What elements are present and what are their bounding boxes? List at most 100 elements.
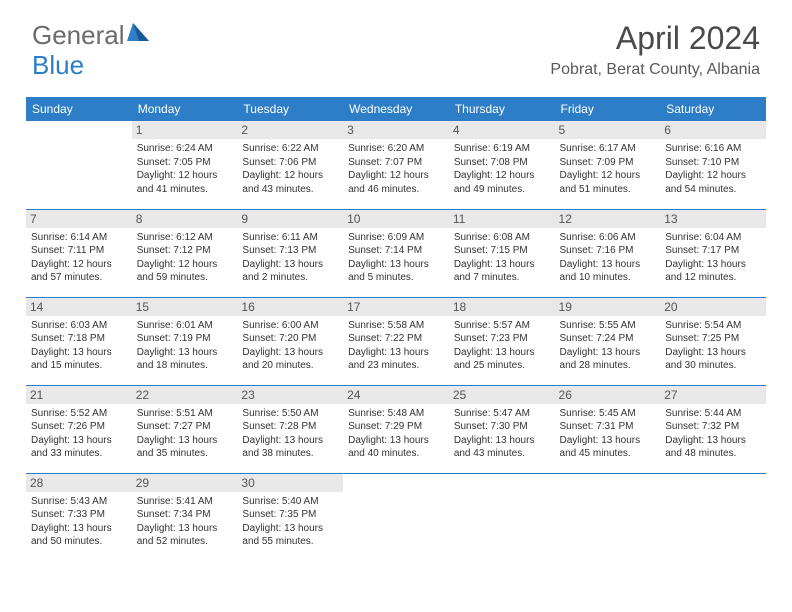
logo-text-general: General	[32, 20, 125, 51]
daylight-text-1: Daylight: 13 hours	[31, 346, 127, 360]
daylight-text-2: and 7 minutes.	[454, 271, 550, 285]
calendar-cell: 25Sunrise: 5:47 AMSunset: 7:30 PMDayligh…	[449, 385, 555, 473]
logo: General	[32, 20, 151, 51]
sunrise-text: Sunrise: 6:16 AM	[665, 142, 761, 156]
sunrise-text: Sunrise: 5:41 AM	[137, 495, 233, 509]
sunrise-text: Sunrise: 6:14 AM	[31, 231, 127, 245]
daylight-text-2: and 35 minutes.	[137, 447, 233, 461]
calendar-cell: 9Sunrise: 6:11 AMSunset: 7:13 PMDaylight…	[237, 209, 343, 297]
daylight-text-1: Daylight: 13 hours	[31, 434, 127, 448]
sunset-text: Sunset: 7:23 PM	[454, 332, 550, 346]
day-number: 15	[132, 298, 238, 316]
header: General April 2024 Pobrat, Berat County,…	[0, 0, 792, 87]
daylight-text-2: and 50 minutes.	[31, 535, 127, 549]
day-number: 14	[26, 298, 132, 316]
daylight-text-2: and 55 minutes.	[242, 535, 338, 549]
day-number: 4	[449, 121, 555, 139]
sunset-text: Sunset: 7:08 PM	[454, 156, 550, 170]
day-number: 20	[660, 298, 766, 316]
daylight-text-2: and 5 minutes.	[348, 271, 444, 285]
dayheader-mon: Monday	[132, 97, 238, 121]
sunrise-text: Sunrise: 5:44 AM	[665, 407, 761, 421]
sunrise-text: Sunrise: 6:24 AM	[137, 142, 233, 156]
sunrise-text: Sunrise: 6:04 AM	[665, 231, 761, 245]
daylight-text-1: Daylight: 13 hours	[242, 346, 338, 360]
sunset-text: Sunset: 7:31 PM	[560, 420, 656, 434]
calendar-week-row: 28Sunrise: 5:43 AMSunset: 7:33 PMDayligh…	[26, 473, 766, 561]
sunset-text: Sunset: 7:10 PM	[665, 156, 761, 170]
daylight-text-1: Daylight: 13 hours	[31, 522, 127, 536]
day-number: 11	[449, 210, 555, 228]
daylight-text-2: and 2 minutes.	[242, 271, 338, 285]
sunset-text: Sunset: 7:11 PM	[31, 244, 127, 258]
day-number: 1	[132, 121, 238, 139]
day-header-row: Sunday Monday Tuesday Wednesday Thursday…	[26, 97, 766, 121]
day-number: 28	[26, 474, 132, 492]
sunrise-text: Sunrise: 6:09 AM	[348, 231, 444, 245]
sunrise-text: Sunrise: 5:50 AM	[242, 407, 338, 421]
daylight-text-1: Daylight: 13 hours	[665, 258, 761, 272]
daylight-text-1: Daylight: 13 hours	[137, 522, 233, 536]
day-number: 13	[660, 210, 766, 228]
sunrise-text: Sunrise: 5:45 AM	[560, 407, 656, 421]
daylight-text-2: and 59 minutes.	[137, 271, 233, 285]
daylight-text-1: Daylight: 13 hours	[560, 346, 656, 360]
calendar-week-row: 7Sunrise: 6:14 AMSunset: 7:11 PMDaylight…	[26, 209, 766, 297]
sunrise-text: Sunrise: 6:11 AM	[242, 231, 338, 245]
day-number: 2	[237, 121, 343, 139]
daylight-text-2: and 43 minutes.	[242, 183, 338, 197]
sunrise-text: Sunrise: 5:58 AM	[348, 319, 444, 333]
daylight-text-1: Daylight: 13 hours	[137, 434, 233, 448]
daylight-text-2: and 25 minutes.	[454, 359, 550, 373]
month-title: April 2024	[550, 20, 760, 57]
daylight-text-1: Daylight: 13 hours	[454, 434, 550, 448]
sunrise-text: Sunrise: 6:17 AM	[560, 142, 656, 156]
calendar-cell: 20Sunrise: 5:54 AMSunset: 7:25 PMDayligh…	[660, 297, 766, 385]
calendar-cell: 26Sunrise: 5:45 AMSunset: 7:31 PMDayligh…	[555, 385, 661, 473]
daylight-text-2: and 43 minutes.	[454, 447, 550, 461]
sunset-text: Sunset: 7:14 PM	[348, 244, 444, 258]
daylight-text-2: and 18 minutes.	[137, 359, 233, 373]
sunset-text: Sunset: 7:20 PM	[242, 332, 338, 346]
day-number: 27	[660, 386, 766, 404]
daylight-text-2: and 46 minutes.	[348, 183, 444, 197]
daylight-text-2: and 51 minutes.	[560, 183, 656, 197]
calendar-cell: 24Sunrise: 5:48 AMSunset: 7:29 PMDayligh…	[343, 385, 449, 473]
daylight-text-1: Daylight: 12 hours	[454, 169, 550, 183]
daylight-text-1: Daylight: 13 hours	[665, 346, 761, 360]
sunset-text: Sunset: 7:32 PM	[665, 420, 761, 434]
daylight-text-1: Daylight: 12 hours	[137, 169, 233, 183]
daylight-text-1: Daylight: 12 hours	[348, 169, 444, 183]
sunrise-text: Sunrise: 5:55 AM	[560, 319, 656, 333]
calendar-cell: 1Sunrise: 6:24 AMSunset: 7:05 PMDaylight…	[132, 121, 238, 209]
calendar-cell: 14Sunrise: 6:03 AMSunset: 7:18 PMDayligh…	[26, 297, 132, 385]
calendar-cell: 4Sunrise: 6:19 AMSunset: 7:08 PMDaylight…	[449, 121, 555, 209]
daylight-text-2: and 41 minutes.	[137, 183, 233, 197]
calendar-cell: 3Sunrise: 6:20 AMSunset: 7:07 PMDaylight…	[343, 121, 449, 209]
daylight-text-2: and 15 minutes.	[31, 359, 127, 373]
sunset-text: Sunset: 7:06 PM	[242, 156, 338, 170]
title-block: April 2024 Pobrat, Berat County, Albania	[550, 20, 760, 79]
dayheader-sun: Sunday	[26, 97, 132, 121]
calendar-cell: 5Sunrise: 6:17 AMSunset: 7:09 PMDaylight…	[555, 121, 661, 209]
sunset-text: Sunset: 7:18 PM	[31, 332, 127, 346]
calendar-cell: 21Sunrise: 5:52 AMSunset: 7:26 PMDayligh…	[26, 385, 132, 473]
daylight-text-1: Daylight: 13 hours	[242, 434, 338, 448]
logo-blue-wrap: Blue	[32, 50, 84, 81]
day-number: 3	[343, 121, 449, 139]
day-number: 24	[343, 386, 449, 404]
sunrise-text: Sunrise: 5:52 AM	[31, 407, 127, 421]
daylight-text-1: Daylight: 13 hours	[560, 258, 656, 272]
calendar-cell	[555, 473, 661, 561]
day-number: 26	[555, 386, 661, 404]
sunrise-text: Sunrise: 5:51 AM	[137, 407, 233, 421]
calendar-cell: 13Sunrise: 6:04 AMSunset: 7:17 PMDayligh…	[660, 209, 766, 297]
calendar-week-row: 14Sunrise: 6:03 AMSunset: 7:18 PMDayligh…	[26, 297, 766, 385]
sunrise-text: Sunrise: 6:08 AM	[454, 231, 550, 245]
calendar-cell: 11Sunrise: 6:08 AMSunset: 7:15 PMDayligh…	[449, 209, 555, 297]
logo-text-blue: Blue	[32, 50, 84, 80]
calendar-week-row: 21Sunrise: 5:52 AMSunset: 7:26 PMDayligh…	[26, 385, 766, 473]
sunset-text: Sunset: 7:26 PM	[31, 420, 127, 434]
sunrise-text: Sunrise: 6:22 AM	[242, 142, 338, 156]
sunrise-text: Sunrise: 5:47 AM	[454, 407, 550, 421]
